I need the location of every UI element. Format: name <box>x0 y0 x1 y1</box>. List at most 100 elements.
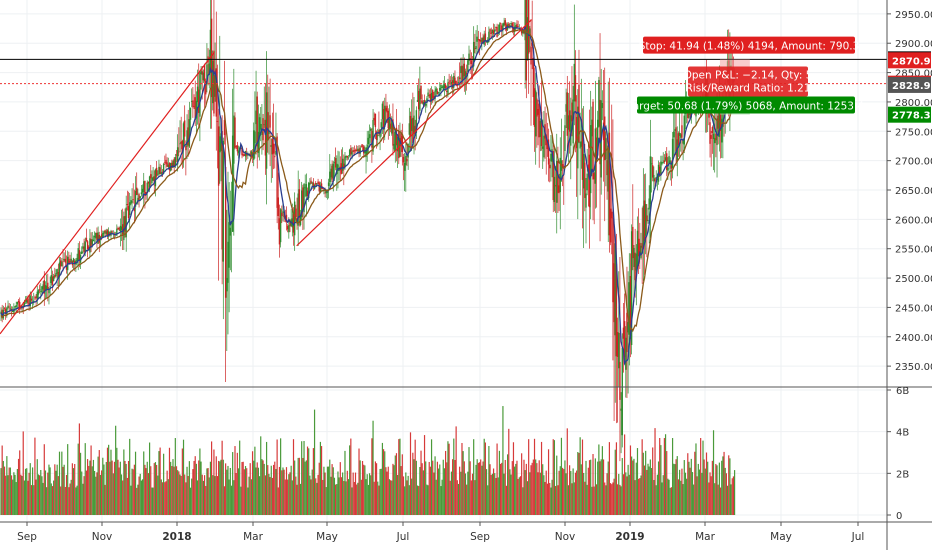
volume-bar <box>382 449 385 515</box>
price-tick-label: 2900.00 <box>895 39 932 50</box>
candle-body <box>579 141 581 149</box>
volume-bar <box>44 470 47 515</box>
candle-body <box>78 250 81 260</box>
candle-body <box>628 282 630 335</box>
volume-bar <box>427 485 429 515</box>
candle-body <box>123 216 125 241</box>
volume-bar <box>605 485 607 515</box>
candle-body <box>594 128 597 184</box>
candle-body <box>653 174 655 182</box>
candle-body <box>605 138 607 160</box>
candle-body <box>201 71 203 75</box>
volume-bar <box>459 466 461 515</box>
stop-label-box <box>643 36 855 54</box>
volume-bar <box>553 440 556 515</box>
candle-body <box>427 92 429 97</box>
volume-bar <box>512 442 515 515</box>
candle-body <box>91 239 93 245</box>
volume-bar <box>400 466 402 515</box>
volume-bar <box>138 476 140 515</box>
volume-bar <box>49 467 51 515</box>
candle-body <box>208 63 210 76</box>
candle-body <box>449 80 451 82</box>
volume-bar <box>40 469 42 515</box>
candle-body <box>568 110 571 132</box>
volume-bar <box>356 484 358 515</box>
volume-bar <box>215 456 217 515</box>
candle-body <box>355 149 358 152</box>
volume-bar <box>31 467 34 515</box>
volume-bar <box>336 484 338 515</box>
candle-body <box>28 302 30 306</box>
candle-body <box>537 108 539 115</box>
x-tick-label: Mar <box>695 531 715 543</box>
volume-bar <box>638 478 640 515</box>
volume-bar <box>573 482 575 515</box>
time-axis-background <box>0 522 932 550</box>
volume-bar <box>621 458 623 515</box>
candle-body <box>285 214 288 223</box>
candle-body <box>554 185 557 187</box>
candle-body <box>333 162 336 164</box>
candle-body <box>137 197 139 201</box>
volume-bar <box>388 479 391 515</box>
candle-body <box>547 139 550 165</box>
candle-body <box>491 29 494 34</box>
candle-body <box>194 97 196 121</box>
volume-bar <box>366 474 368 515</box>
volume-bar <box>111 460 113 515</box>
volume-bar <box>205 485 207 515</box>
volume-bar <box>26 468 28 515</box>
volume-bar <box>165 481 167 515</box>
volume-bar <box>501 462 503 515</box>
volume-bar <box>85 470 88 515</box>
candle-body <box>275 150 277 155</box>
moving-average-line-1 <box>0 25 736 366</box>
volume-bar <box>110 449 112 515</box>
volume-bar <box>508 428 510 515</box>
candle-body <box>423 99 426 104</box>
volume-bar <box>164 482 166 515</box>
volume-bar <box>207 468 209 515</box>
volume-bar <box>560 437 563 515</box>
volume-bar <box>733 470 736 515</box>
volume-bar <box>470 480 472 515</box>
candle-body <box>364 150 366 154</box>
pnl-label-box <box>688 66 808 97</box>
position-tool[interactable]: Stop: 41.94 (1.48%) 4194, Amount: 790.3 O… <box>627 36 864 115</box>
volume-bar <box>353 481 355 515</box>
candle-body <box>539 120 542 137</box>
candle-body <box>635 253 638 271</box>
volume-bar <box>384 451 386 515</box>
volume-bar <box>421 463 423 515</box>
volume-bar <box>166 470 168 515</box>
x-tick-label: Nov <box>92 531 113 543</box>
x-tick-label: May <box>770 531 792 543</box>
volume-bar <box>442 459 444 515</box>
volume-bar <box>99 474 102 515</box>
candle-body <box>446 90 448 92</box>
volume-bar <box>523 459 525 515</box>
volume-bar <box>526 481 529 515</box>
volume-bar <box>697 463 699 515</box>
volume-bar <box>368 473 371 515</box>
volume-bar <box>21 475 23 515</box>
volume-bar <box>488 445 490 515</box>
candle-body <box>29 295 31 307</box>
volume-bar <box>558 470 560 515</box>
candle-body <box>455 81 457 86</box>
candle-body <box>212 60 214 104</box>
volume-bar <box>565 473 567 515</box>
candle-body <box>126 204 129 206</box>
candle-body <box>334 158 337 168</box>
volume-bar <box>471 473 474 515</box>
candle-body <box>649 156 652 205</box>
price-tick-label: 2350.00 <box>895 362 932 373</box>
volume-bar <box>340 477 343 515</box>
volume-bar <box>333 477 336 515</box>
candle-body <box>351 151 353 155</box>
candle-body <box>136 187 138 195</box>
candle-body <box>278 218 281 245</box>
volume-bar <box>702 440 704 515</box>
volume-bar <box>206 468 208 515</box>
